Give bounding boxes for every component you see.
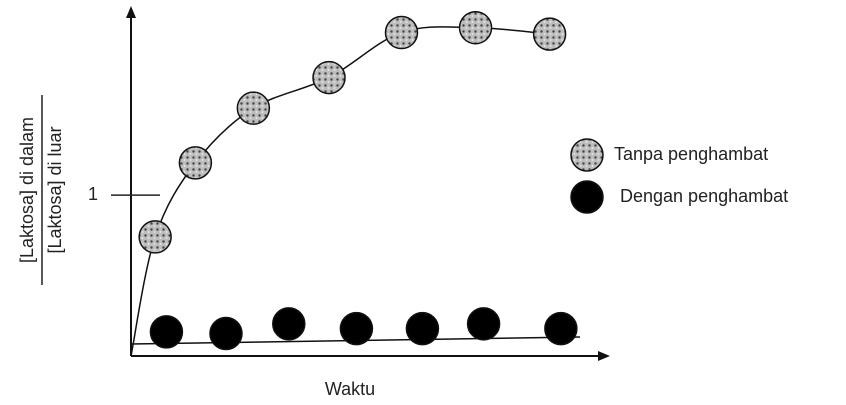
x-axis-arrow (598, 351, 610, 361)
data-point (384, 15, 419, 50)
data-point (272, 307, 306, 341)
data-point (532, 17, 567, 51)
x-axis-label: Waktu (325, 379, 375, 399)
data-point (466, 307, 501, 341)
data-point (458, 10, 493, 45)
legend-marker (570, 180, 604, 214)
data-point (209, 316, 243, 351)
y-tick-label: 1 (88, 184, 98, 204)
data-point (178, 146, 213, 180)
data-point (138, 220, 172, 254)
y-axis-label: [Laktosa] di dalam [Laktosa] di luar (17, 95, 65, 285)
data-point (339, 311, 374, 346)
legend-label: Tanpa penghambat (614, 144, 768, 164)
data-point (236, 91, 271, 125)
data-point (405, 311, 440, 346)
y-label-numerator: [Laktosa] di dalam (17, 117, 37, 263)
y-label-denominator: [Laktosa] di luar (45, 126, 65, 253)
data-point (544, 311, 578, 346)
y-axis-arrow (126, 6, 136, 18)
legend-marker (570, 138, 604, 172)
data-point (149, 315, 184, 349)
legend-label: Dengan penghambat (620, 186, 788, 206)
data-point (312, 60, 346, 95)
